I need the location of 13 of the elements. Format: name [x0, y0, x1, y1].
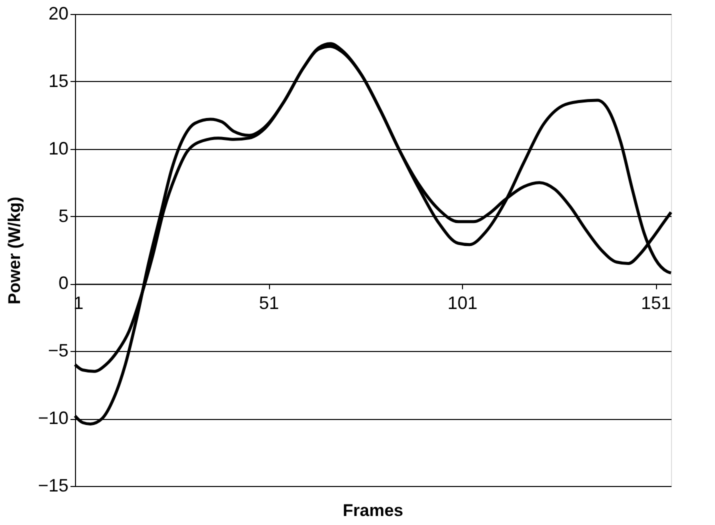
x-tick-label: 151 [640, 293, 672, 314]
y-tick-label: 5 [58, 206, 68, 226]
y-tick-label: −10 [38, 408, 68, 428]
y-tick-label: 15 [48, 70, 68, 91]
y-tick-label: 10 [48, 138, 68, 158]
y-tick-label: 0 [58, 273, 68, 294]
y-tick-label: −5 [48, 340, 68, 361]
x-tick-label: 51 [258, 293, 280, 314]
x-axis-title: Frames [342, 501, 404, 520]
y-tick-label: −15 [38, 476, 68, 496]
y-axis-title: Power (W/kg) [4, 196, 24, 304]
x-tick-label: 101 [447, 293, 478, 314]
y-tick-label: 20 [48, 4, 68, 24]
